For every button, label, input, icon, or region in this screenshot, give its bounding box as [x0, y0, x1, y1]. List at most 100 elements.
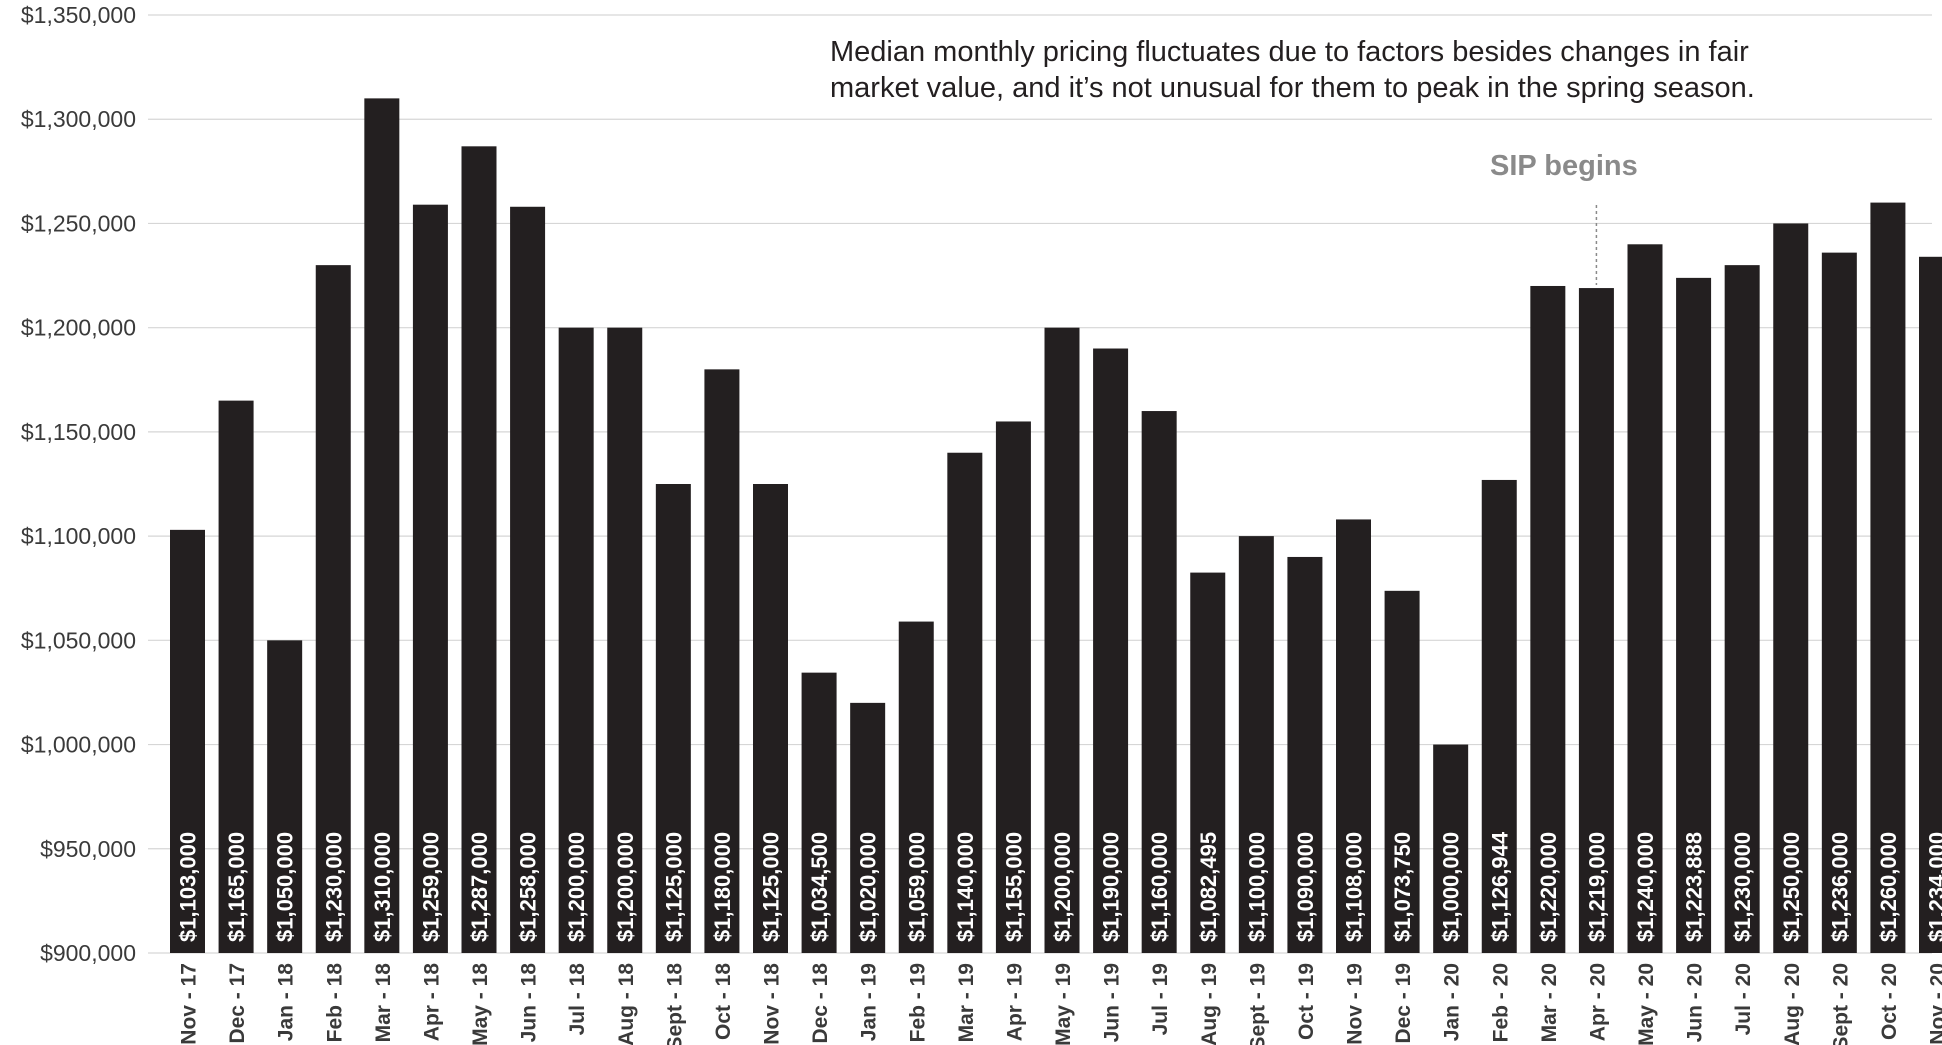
y-tick-label: $1,350,000	[21, 2, 136, 28]
bar-value-label: $1,200,000	[564, 832, 589, 942]
bar	[1384, 590, 1420, 953]
bar-value-label: $1,126,944	[1487, 831, 1512, 942]
x-tick-label: May - 20	[1635, 963, 1658, 1045]
bar	[1141, 411, 1177, 953]
bar	[704, 369, 740, 953]
x-tick-label: Jul - 19	[1149, 963, 1172, 1035]
bar	[995, 421, 1031, 953]
x-tick-label: Nov - 19	[1344, 963, 1367, 1045]
x-tick-label: Jun - 18	[518, 963, 541, 1043]
bar	[1578, 288, 1614, 953]
bar	[1627, 244, 1663, 954]
x-tick-label: Feb - 19	[906, 963, 929, 1042]
y-tick-label: $1,200,000	[21, 315, 136, 341]
bar	[1724, 265, 1760, 954]
bar-value-label: $1,100,000	[1244, 832, 1269, 942]
bar	[1238, 536, 1274, 953]
x-tick-label: Oct - 19	[1295, 963, 1318, 1040]
bar	[1044, 327, 1080, 954]
bar-value-label: $1,125,000	[759, 832, 784, 942]
bar	[898, 621, 934, 953]
bar-value-label: $1,059,000	[904, 832, 929, 942]
bar-value-label: $1,234,000	[1925, 832, 1942, 942]
x-tick-label: Dec - 18	[809, 963, 832, 1044]
y-tick-label: $1,300,000	[21, 106, 136, 132]
bar-value-label: $1,125,000	[661, 832, 686, 942]
y-tick-label: $1,100,000	[21, 523, 136, 549]
x-tick-label: Nov - 18	[761, 963, 784, 1045]
bar	[753, 484, 788, 953]
bar-value-label: $1,103,000	[176, 832, 201, 942]
x-tick-label: Oct - 18	[712, 963, 735, 1040]
y-axis-ticks: $900,000 $950,000 $1,000,000 $1,050,000 $1,1…	[21, 2, 136, 966]
x-tick-label: Apr - 19	[1003, 963, 1026, 1041]
bar-value-label: $1,250,000	[1779, 832, 1804, 942]
x-tick-label: Jun - 19	[1101, 963, 1124, 1042]
bar	[1870, 202, 1906, 954]
bar	[1287, 556, 1323, 953]
bar-value-labels: $1,103,000 $1,165,000 $1,050,000 $1,230,000…	[176, 831, 1942, 942]
x-tick-label: May - 19	[1052, 963, 1075, 1045]
x-tick-label: Dec - 17	[226, 963, 249, 1044]
x-tick-label: Apr - 18	[420, 963, 443, 1042]
x-tick-label: Jan - 19	[858, 963, 881, 1041]
x-tick-label: Aug - 19	[1198, 963, 1221, 1045]
x-tick-label: Jan - 20	[1441, 963, 1464, 1041]
bar-value-label: $1,287,000	[467, 832, 492, 942]
x-tick-label: Jan - 18	[275, 963, 298, 1042]
x-tick-label: Mar - 20	[1538, 963, 1561, 1042]
bar	[1336, 519, 1371, 953]
bar	[558, 327, 594, 954]
x-tick-label: Jul - 20	[1732, 963, 1755, 1035]
bar	[315, 265, 351, 954]
bar-value-label: $1,034,500	[807, 832, 832, 942]
bar	[1919, 256, 1942, 954]
y-tick-label: $950,000	[40, 836, 136, 862]
bar	[850, 702, 886, 953]
x-tick-label: Nov - 17	[178, 963, 201, 1045]
bar	[801, 672, 837, 953]
bar-value-label: $1,200,000	[1050, 832, 1075, 942]
bar	[1773, 223, 1809, 953]
bar-value-label: $1,310,000	[370, 832, 395, 942]
bar-value-label: $1,155,000	[1001, 832, 1026, 942]
bar	[170, 529, 205, 953]
x-tick-label: Sept - 19	[1246, 963, 1269, 1045]
x-tick-label: Jul - 18	[566, 963, 589, 1036]
bar-value-label: $1,180,000	[710, 832, 735, 942]
bar-value-label: $1,020,000	[856, 832, 881, 942]
bar	[607, 327, 643, 954]
bar	[267, 640, 303, 953]
x-tick-label: Jun - 20	[1684, 963, 1707, 1042]
x-tick-label: Oct - 20	[1878, 963, 1901, 1040]
y-tick-label: $1,150,000	[21, 419, 136, 445]
bar	[364, 98, 400, 953]
sip-begins-label: SIP begins	[1490, 150, 1638, 182]
bar	[218, 400, 254, 954]
bar-value-label: $1,073,750	[1390, 832, 1415, 942]
bar-value-label: $1,230,000	[1730, 832, 1755, 942]
bar-value-label: $1,236,000	[1827, 832, 1852, 942]
note-line-1: Median monthly pricing fluctuates due to…	[830, 36, 1749, 68]
x-tick-label: Mar - 19	[955, 963, 978, 1042]
bar-value-label: $1,219,000	[1584, 832, 1609, 942]
x-tick-label: Aug - 18	[615, 963, 638, 1045]
bars	[170, 98, 1942, 954]
y-tick-label: $1,000,000	[21, 732, 136, 758]
x-tick-label: Dec - 19	[1392, 963, 1415, 1044]
bar	[1676, 277, 1712, 954]
bar	[1530, 285, 1566, 953]
bar-value-label: $1,000,000	[1439, 832, 1464, 942]
x-tick-label: Feb - 18	[323, 963, 346, 1043]
bar	[1481, 479, 1517, 953]
bar-value-label: $1,140,000	[953, 832, 978, 942]
note-line-2: market value, and it’s not unusual for t…	[830, 72, 1755, 104]
x-tick-label: Feb - 20	[1489, 963, 1512, 1042]
y-tick-label: $900,000	[40, 940, 136, 966]
chart-annotation-note: Median monthly pricing fluctuates due to…	[830, 34, 1830, 106]
bar	[1821, 252, 1857, 954]
bar-value-label: $1,108,000	[1342, 832, 1367, 942]
y-tick-label: $1,050,000	[21, 627, 136, 653]
bar	[461, 146, 497, 953]
